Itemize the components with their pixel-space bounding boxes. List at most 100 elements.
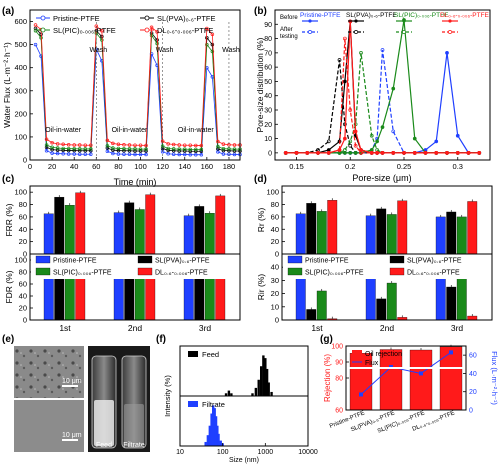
data-point [111,146,115,150]
legend-label: SL(PIC)₀.₀₀₆-PTFE [53,270,112,277]
data-point [166,148,170,153]
y-tick-label: 0 [268,150,272,157]
data-point [105,138,110,143]
histogram-bar [265,368,269,396]
annotation-oil-in-water: Oil-in-water [178,127,214,134]
x-tick-label: 1000 [258,449,274,456]
bar-top [456,216,467,255]
data-point [391,151,396,155]
bar-bottom [295,277,306,321]
legend-marker [354,30,358,34]
data-point [166,142,170,146]
data-point [89,152,93,156]
panel-a-xlabel: Time (min) [114,177,157,187]
annotation-wash: Wash [222,47,240,54]
data-point [72,146,76,151]
y-tick-label: 60 [271,212,279,221]
data-point [177,152,181,157]
micrograph-filtrate [14,400,84,452]
histogram-bar [212,405,215,446]
series-line [285,19,480,154]
y-tick-label: 60 [19,280,27,289]
y-tick-label: 40 [264,93,272,100]
data-point [221,152,226,156]
legend-label: DL₀.₆-₀.₀₀₆-PTFE [407,270,460,277]
histogram-bar [204,441,207,446]
legend-after-label: After [280,27,293,33]
panel-d: 1st 2nd 3rd 0 20 40 60 80 100 0 10 20 30 40 Pristine-… [256,185,493,333]
panel-d-frame-bottom [281,253,493,321]
data-point [353,151,358,155]
data-point [50,147,54,152]
y-tick-label: 50 [264,79,272,86]
data-point [221,148,226,153]
panel-b-frame [274,9,491,161]
bar-top [113,212,124,255]
data-point [105,149,110,153]
y-tick-label: 0 [23,156,27,165]
y-tick-label: 60 [264,65,272,72]
panel-f-ylabel: Intensity (%) [163,375,172,417]
data-point [138,149,143,153]
panel-g: Pristine-PTFESL(PVA)₀.₆-PTFESL(PIC)₀.₀₀₆… [323,344,499,435]
bar-top [376,208,387,255]
x-tick-label: 120 [156,162,169,171]
data-point [171,149,176,153]
histogram-bar [210,413,213,446]
data-point [210,32,215,36]
x-tick-label: 100 [134,162,147,171]
histogram-bar [208,425,212,446]
data-point [188,152,193,157]
panel-a: 0 20 40 60 80 100 120 140 160 180 0 100 200 300 400 500… [2,9,242,187]
legend-swatch [287,267,303,276]
series-line [285,52,480,154]
data-point [105,143,110,148]
data-point [455,151,460,155]
legend-marker [448,30,452,34]
panel-a-frame [29,9,241,161]
data-point [391,86,396,91]
data-point [232,149,237,153]
data-point [380,48,385,52]
data-point [127,147,132,151]
x-tick-label: 100 [217,449,229,456]
y-tick-label: 200 [14,109,27,118]
series-line [35,44,240,156]
panel-c-ylabel-top: FRR (%) [4,203,14,236]
legend-swatch [35,255,51,264]
histogram-bar [257,379,260,396]
x-tick-label: 0 [28,162,32,171]
data-point [149,25,154,30]
x-tick-label: 10000 [298,449,318,456]
bar-top [183,215,194,255]
bar-top [43,213,54,255]
legend-marker [308,30,312,34]
y-tick-label: 40 [19,225,27,234]
bar-top [316,211,327,255]
panel-label-g: (g) [320,334,333,345]
legend-series-label: SL(PVA)₀.₆-PTFE [346,12,397,19]
data-point [353,143,358,148]
data-point [227,149,231,153]
data-point [194,149,198,153]
annotation-wash: Wash [156,47,174,54]
legend-background [31,255,239,279]
bar-bottom [467,315,478,321]
data-point [221,142,226,146]
flux-point [449,350,453,355]
series-line [285,49,480,154]
legend-before-label: Before [280,15,298,21]
y-tick-label: 80 [264,36,272,43]
data-point [205,42,209,47]
legend-label: Pristine-PTFE [53,14,100,23]
legend-marker [144,15,150,21]
vial-label-filtrate: Filtrate [123,442,145,449]
annotation-oil-in-water: Oil-in-water [45,127,81,134]
bar-bottom [365,272,376,321]
y-tick-label: 500 [14,40,27,49]
x-tick-label: 0.25 [397,162,412,171]
x-tick-label: 3rd [451,323,464,333]
data-point [83,149,88,153]
panel-c-ylabel-bottom: FDR (%) [4,270,14,303]
legend-series-label: DL₀.₆-₀.₀₀₆-PTFE [440,12,490,19]
